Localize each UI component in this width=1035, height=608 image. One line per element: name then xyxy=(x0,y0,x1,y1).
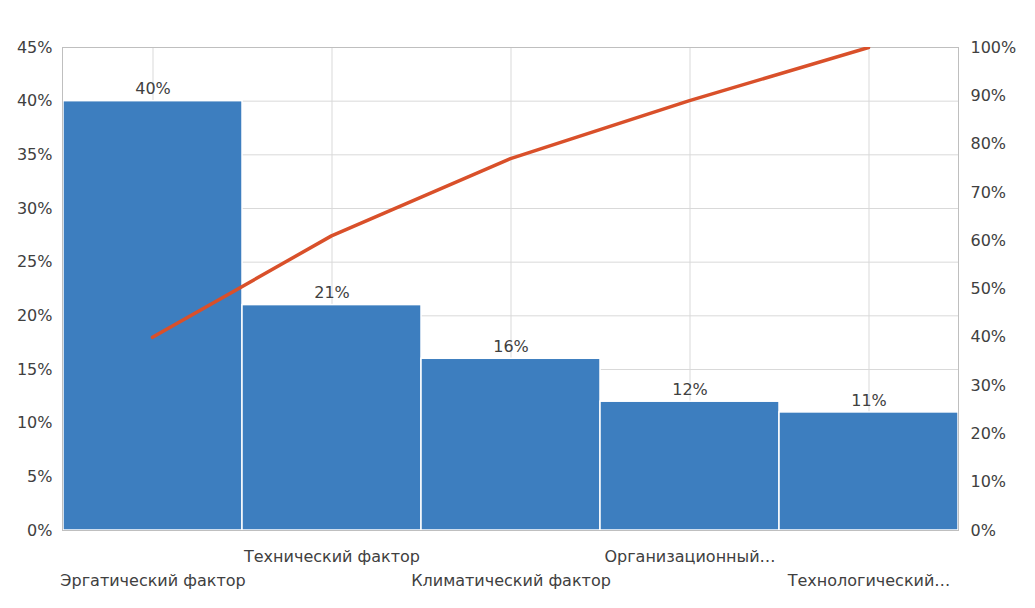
svg-text:80%: 80% xyxy=(971,134,1007,153)
svg-text:60%: 60% xyxy=(971,231,1007,250)
svg-text:35%: 35% xyxy=(17,145,53,164)
svg-text:20%: 20% xyxy=(971,424,1007,443)
svg-text:0%: 0% xyxy=(27,521,52,540)
svg-text:21%: 21% xyxy=(314,283,350,302)
svg-text:Климатический фактор: Климатический фактор xyxy=(411,571,611,590)
svg-text:16%: 16% xyxy=(493,337,529,356)
svg-text:0%: 0% xyxy=(971,521,996,540)
svg-text:40%: 40% xyxy=(17,91,53,110)
svg-text:5%: 5% xyxy=(27,467,52,486)
svg-text:15%: 15% xyxy=(17,360,53,379)
svg-text:20%: 20% xyxy=(17,306,53,325)
svg-text:40%: 40% xyxy=(135,79,171,98)
svg-text:10%: 10% xyxy=(971,472,1007,491)
svg-text:11%: 11% xyxy=(851,391,887,410)
svg-text:25%: 25% xyxy=(17,252,53,271)
svg-text:90%: 90% xyxy=(971,86,1007,105)
svg-text:Технический фактор: Технический фактор xyxy=(243,547,420,566)
svg-text:Организационный…: Организационный… xyxy=(604,547,775,566)
svg-text:70%: 70% xyxy=(971,183,1007,202)
svg-text:30%: 30% xyxy=(971,376,1007,395)
svg-text:30%: 30% xyxy=(17,199,53,218)
svg-text:Эргатический фактор: Эргатический фактор xyxy=(60,571,245,590)
svg-text:12%: 12% xyxy=(672,380,708,399)
svg-text:10%: 10% xyxy=(17,413,53,432)
svg-text:45%: 45% xyxy=(17,38,53,57)
svg-text:Технологический…: Технологический… xyxy=(787,571,951,590)
svg-text:50%: 50% xyxy=(971,279,1007,298)
svg-text:40%: 40% xyxy=(971,327,1007,346)
svg-text:100%: 100% xyxy=(971,38,1017,57)
